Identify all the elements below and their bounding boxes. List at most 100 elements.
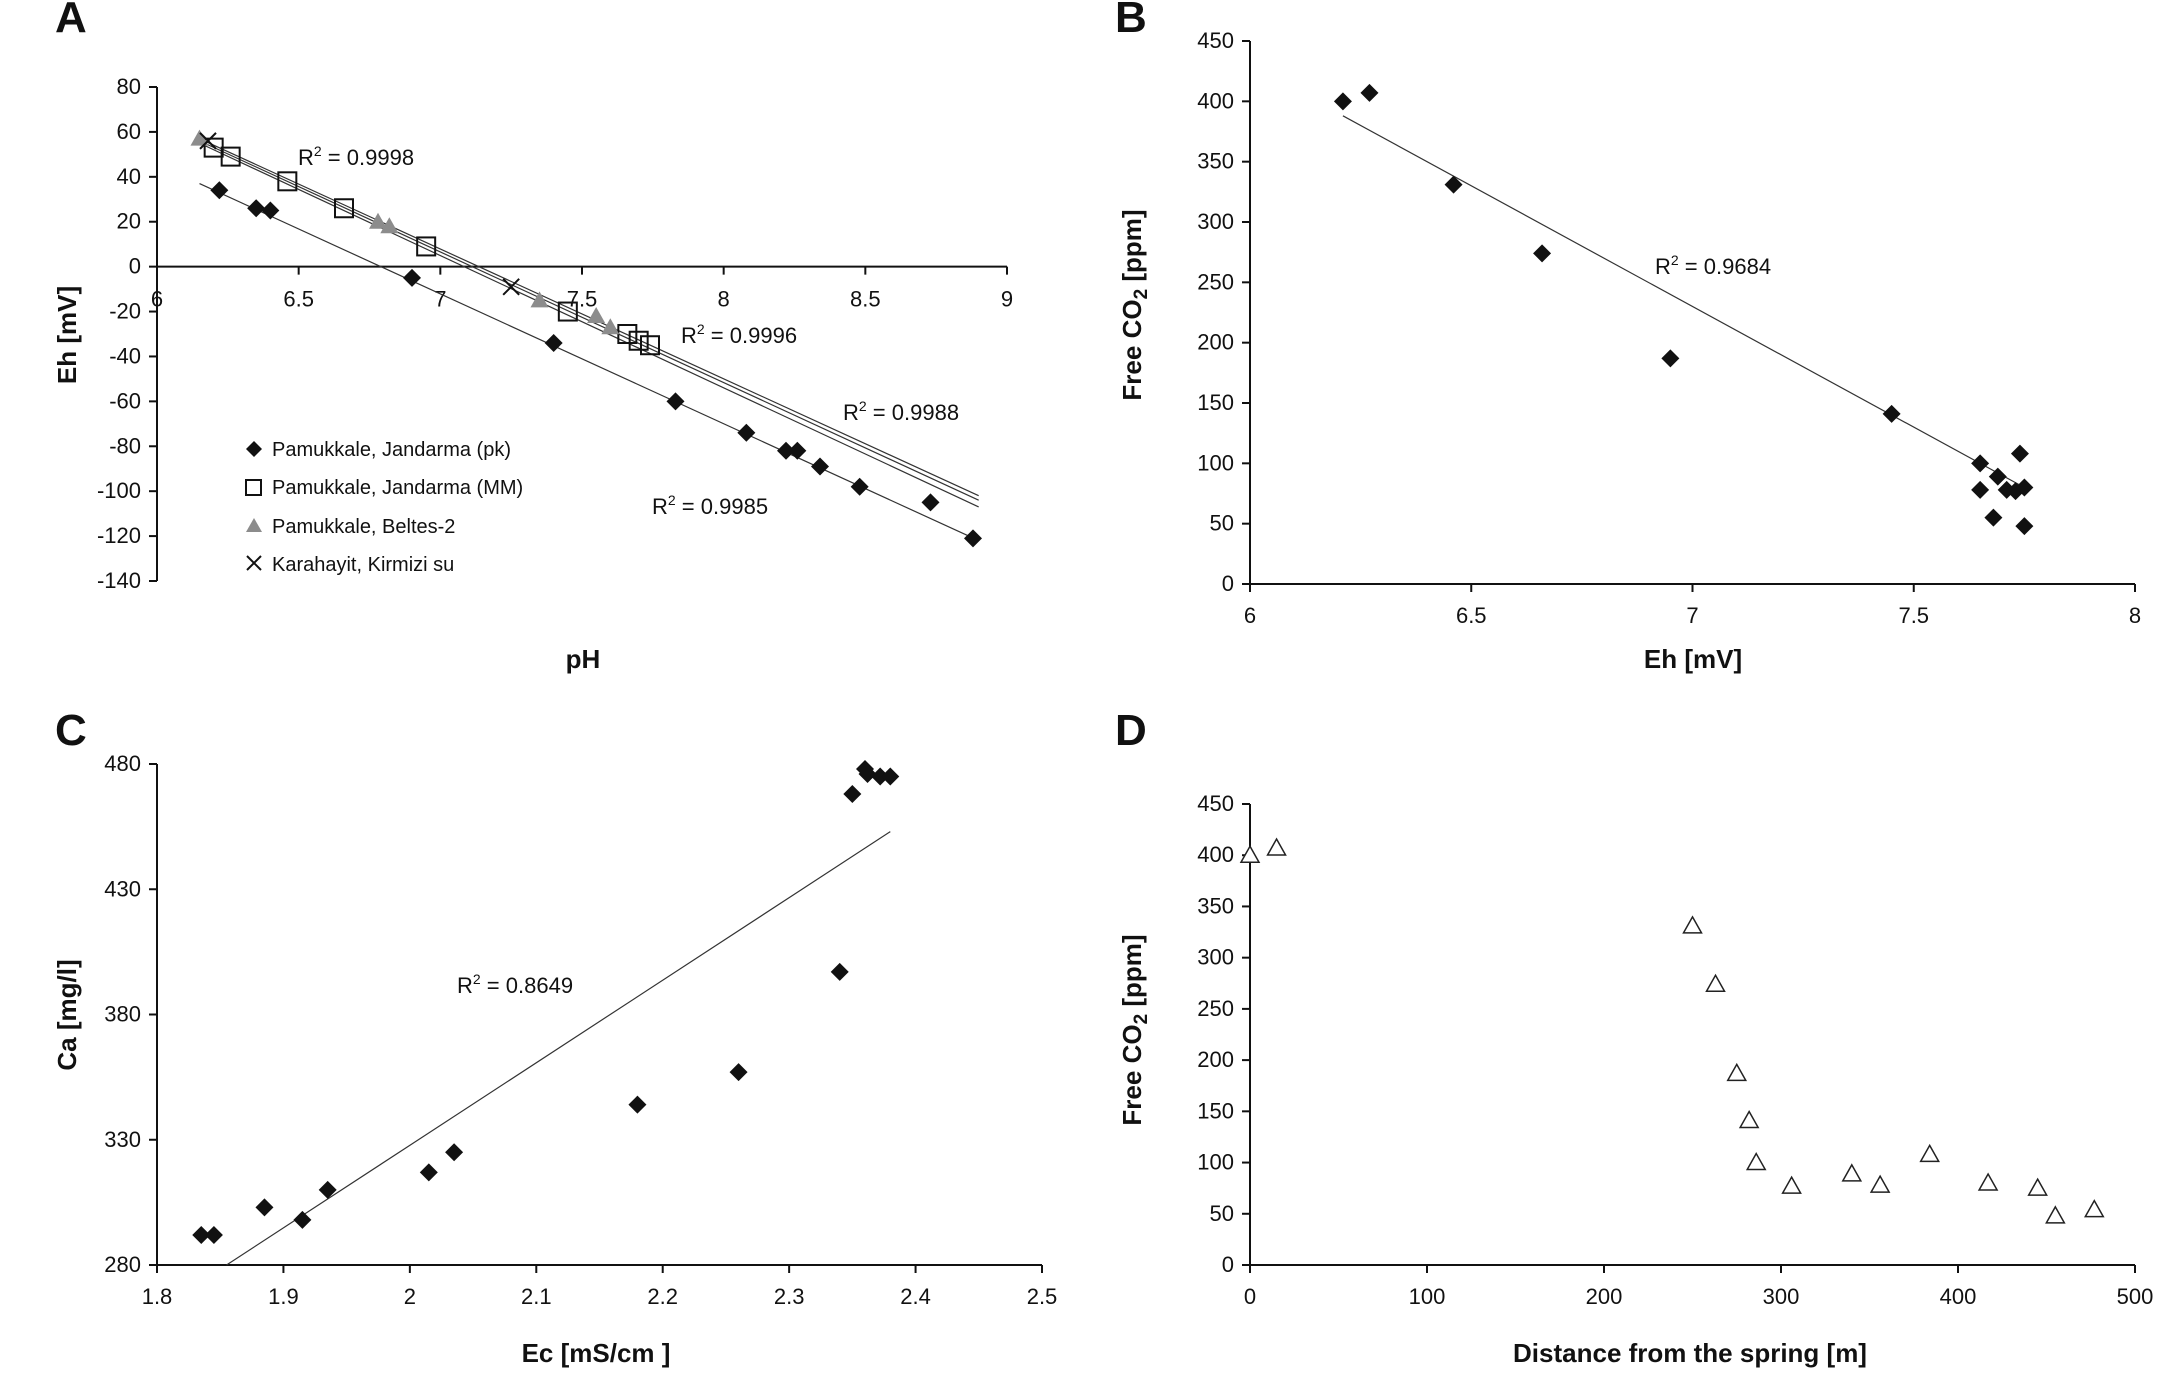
data-point [247,199,266,218]
x-tick-label: 100 [1409,1284,1446,1309]
x-tick-label: 6.5 [283,287,314,312]
y-tick-label: 200 [1197,1047,1234,1072]
data-point [204,1225,223,1244]
panel-a-axes: -140 -120 -100 -80 -60 -40 -20 0 20 40 60 80 6 6.5 7 7.… [97,74,1013,593]
y-tick-label: -80 [109,433,141,458]
legend-label-beltes: Pamukkale, Beltes-2 [272,516,455,538]
data-point [830,962,849,981]
y-tick-label: 40 [117,164,141,189]
data-point [1781,1175,1802,1194]
data-point [788,441,807,460]
y-tick-label: 150 [1197,390,1234,415]
panel-a-x-axis-title: pH [566,644,601,674]
data-point [1661,349,1680,368]
data-point [190,129,209,146]
data-point [858,765,877,784]
panel-c: C Ec [mS/cm ] Ca [mg/l] 280 330 380 430 480 1… [52,706,1057,1368]
y-tick-label: 450 [1197,791,1234,816]
legend-item-karahayit: Karahayit, Kirmizi su [246,554,454,576]
panel-b-points [1333,83,2034,536]
data-point [293,1210,312,1229]
data-point [1444,175,1463,194]
panel-a-r2-label-1: R2 = 0.9998 [298,143,414,170]
data-point [628,1095,647,1114]
y-tick-label: 0 [1222,571,1234,596]
legend-item-pk: Pamukkale, Jandarma (pk) [246,439,511,461]
y-tick-label: 60 [117,119,141,144]
data-point [964,529,982,548]
panel-a: A pH Eh [mV] -140 -120 -100 -80 -60 -40 -20 0 20… [52,0,1013,674]
y-tick-label: -100 [97,478,141,503]
panel-letter-c: C [55,706,87,755]
data-point [199,132,217,150]
y-tick-label: 430 [104,876,141,901]
panel-c-y-axis-title: Ca [mg/l] [52,959,82,1070]
data-point [2015,517,2034,536]
data-point [318,1180,337,1199]
data-point [587,307,606,324]
panel-a-r2-value-1: = 0.9998 [322,145,414,170]
panel-letter-b: B [1115,0,1147,42]
y-tick-label: -20 [109,299,141,324]
x-tick-label: 8 [2129,603,2141,628]
data-point [1682,915,1703,934]
data-point [1239,844,1261,863]
y-tick-label: 150 [1197,1098,1234,1123]
y-tick-label: 400 [1197,842,1234,867]
x-tick-label: 7 [1686,603,1698,628]
data-point [628,330,649,351]
data-point [2015,478,2034,497]
data-point [192,1225,211,1244]
legend-item-mm: Pamukkale, Jandarma (MM) [245,477,523,499]
data-point [1971,480,1990,499]
y-tick-label: 50 [1210,1201,1234,1226]
legend-item-beltes: Pamukkale, Beltes-2 [246,516,455,538]
data-point [403,268,421,287]
data-point [1745,1152,1767,1171]
x-tick-label: 500 [2117,1284,2154,1309]
x-tick-label: 7 [434,287,446,312]
data-point [921,493,940,512]
legend-label-karahayit: Karahayit, Kirmizi su [272,554,454,576]
data-point [1705,973,1726,993]
panel-c-r2-label: R2 = 0.8649 [457,971,573,998]
panel-b-trendline [1342,115,2025,488]
y-tick-label: 330 [104,1127,141,1152]
y-tick-label: 350 [1197,149,1234,174]
data-point [737,423,756,442]
data-point [210,181,229,200]
data-point [601,318,620,335]
data-point [871,767,890,786]
panel-b-axes: 0 50 100 150 200 250 300 350 400 450 6 6.5 7 7.5 8 [1197,28,2141,628]
panel-d-x-axis-title: Distance from the spring [m] [1513,1338,1867,1368]
data-point [811,457,829,476]
y-tick-label: 200 [1197,330,1234,355]
panel-c-x-axis-title: Ec [mS/cm ] [522,1338,671,1368]
data-point [1882,404,1901,423]
legend-label-pk: Pamukkale, Jandarma (pk) [272,439,511,461]
trendline-1 [199,138,979,497]
data-point [261,201,280,220]
y-tick-label: 20 [117,209,141,234]
x-tick-label: 2.2 [647,1284,678,1309]
data-point [666,392,685,411]
x-tick-label: 400 [1940,1284,1977,1309]
x-tick-label: 7.5 [1898,603,1929,628]
data-point [881,767,900,786]
x-tick-label: 2.4 [900,1284,931,1309]
data-point [729,1063,748,1082]
x-tick-label: 8.5 [850,287,881,312]
data-point [277,171,298,192]
data-point [544,333,563,352]
data-point [369,212,387,229]
data-point [220,146,241,167]
panel-d: D Distance from the spring [m] Free CO2 … [1115,706,2153,1368]
y-tick-label: 480 [104,751,141,776]
x-tick-label: 7.5 [567,287,598,312]
trendline-3 [199,142,979,508]
panel-a-points [190,129,982,548]
data-point [2027,1177,2048,1196]
x-tick-label: 2.5 [1027,1284,1058,1309]
y-tick-label: 380 [104,1002,141,1027]
